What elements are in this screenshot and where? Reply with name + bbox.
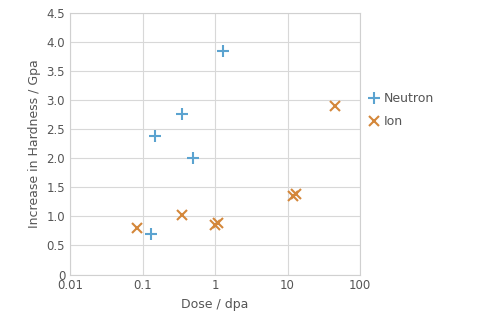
Ion [134, 226, 140, 230]
Ion [290, 194, 296, 198]
Line: Ion: Ion [132, 101, 340, 233]
Y-axis label: Increase in Hardness / Gpa: Increase in Hardness / Gpa [28, 59, 41, 228]
Ion [215, 222, 221, 225]
Ion [332, 104, 338, 108]
Neutron [152, 134, 158, 138]
Ion [179, 213, 185, 217]
Neutron [179, 111, 185, 115]
Neutron [220, 49, 226, 53]
Ion [212, 223, 218, 227]
X-axis label: Dose / dpa: Dose / dpa [182, 298, 248, 311]
Ion [293, 193, 299, 196]
Neutron [148, 232, 154, 236]
Legend: Neutron, Ion: Neutron, Ion [369, 92, 434, 129]
Neutron [190, 156, 196, 160]
Line: Neutron: Neutron [145, 45, 229, 239]
